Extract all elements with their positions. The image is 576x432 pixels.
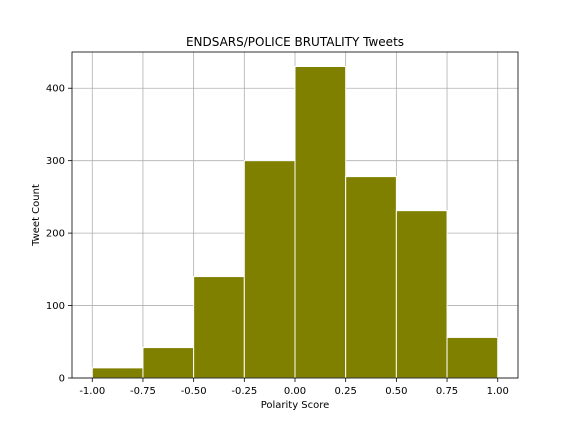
x-tick-label: 0.25 — [335, 386, 357, 397]
histogram-bars — [91, 65, 499, 379]
x-axis-ticks: -1.00 -0.75 -0.50 -0.25 0.00 0.25 0.50 0.75 1.00 — [79, 378, 509, 397]
x-tick-label: -0.75 — [130, 386, 156, 397]
histogram-bar — [395, 210, 448, 379]
y-tick-label: 300 — [46, 156, 65, 167]
y-tick-label: 100 — [46, 301, 65, 312]
y-tick-label: 200 — [46, 229, 65, 240]
x-tick-label: -0.25 — [231, 386, 257, 397]
x-tick-label: 1.00 — [487, 386, 509, 397]
x-tick-label: 0.50 — [385, 386, 407, 397]
y-tick-label: 400 — [46, 84, 65, 95]
y-tick-label: 0 — [59, 374, 65, 385]
histogram-bar — [243, 160, 296, 379]
x-tick-label: 0.00 — [284, 386, 306, 397]
chart-title: ENDSARS/POLICE BRUTALITY Tweets — [186, 35, 404, 49]
y-axis-label: Tweet Count — [31, 184, 42, 247]
x-tick-label: 0.75 — [436, 386, 458, 397]
histogram-bar — [193, 276, 245, 379]
histogram-bar — [142, 347, 195, 379]
histogram-bar — [345, 176, 397, 379]
x-axis-label: Polarity Score — [261, 400, 330, 411]
x-tick-label: -1.00 — [79, 386, 105, 397]
x-tick-label: -0.50 — [181, 386, 207, 397]
histogram-bar — [294, 65, 347, 379]
y-axis-ticks: 0 100 200 300 400 — [46, 84, 72, 385]
histogram-bar — [446, 336, 499, 379]
histogram-bar — [91, 367, 144, 379]
